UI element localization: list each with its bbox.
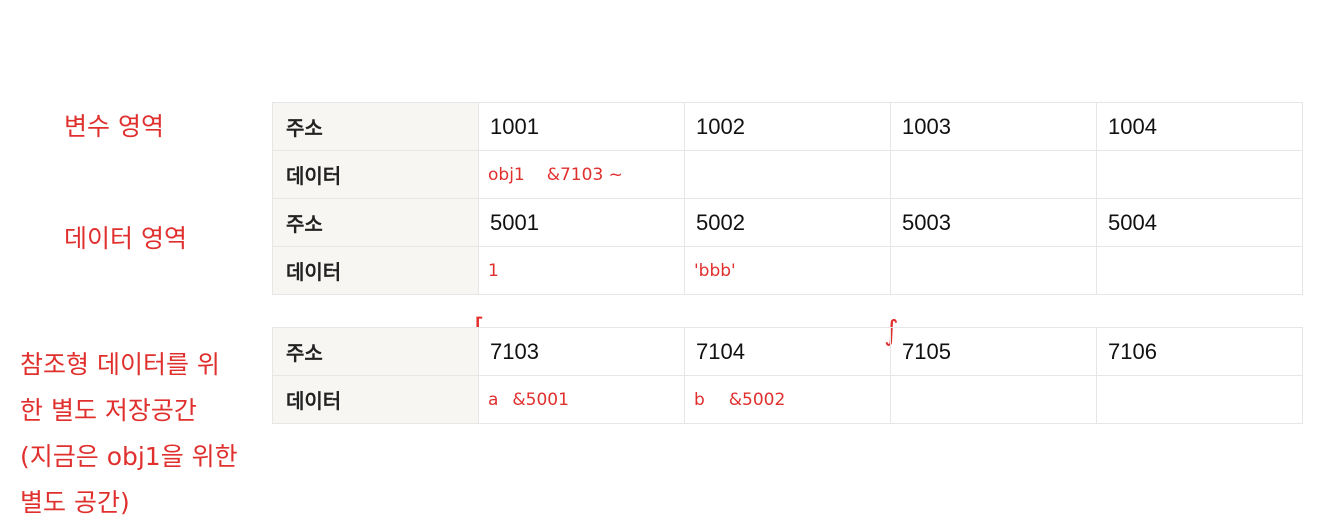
data-cell (1096, 150, 1303, 199)
reference-area-label: 참조형 데이터를 위 한 별도 저장공간 (지금은 obj1을 위한 별도 공간… (20, 342, 238, 526)
address-cell: 5003 (890, 198, 1097, 247)
variable-data-row: 데이터 obj1 &7103 ~ (272, 150, 1303, 199)
variable-address-row: 주소 1001 1002 1003 1004 (272, 102, 1303, 151)
data-cell (1096, 375, 1303, 424)
row-header-address: 주소 (272, 102, 479, 151)
data-cell (684, 150, 891, 199)
data-cell: a &5001 (478, 375, 685, 424)
data-cell (890, 375, 1097, 424)
variable-value: &7103 ~ (546, 164, 623, 185)
reference-area-label-line: 한 별도 저장공간 (20, 396, 197, 425)
address-cell: 1003 (890, 102, 1097, 151)
row-header-data: 데이터 (272, 246, 479, 295)
address-cell: 5002 (684, 198, 891, 247)
address-cell: 7104 (684, 327, 891, 376)
data-cell: b &5002 (684, 375, 891, 424)
variable-name: obj1 (488, 164, 525, 185)
data-value-row: 데이터 1 'bbb' (272, 246, 1303, 295)
reference-area-label-line: 별도 공간) (20, 488, 130, 517)
data-cell (890, 246, 1097, 295)
data-cell (1096, 246, 1303, 295)
data-cell: obj1 &7103 ~ (478, 150, 685, 199)
row-header-data: 데이터 (272, 150, 479, 199)
row-header-address: 주소 (272, 198, 479, 247)
address-cell: 1002 (684, 102, 891, 151)
reference-address-row: 주소 7103 7104 7105 7106 (272, 327, 1303, 376)
address-cell: 7103 (478, 327, 685, 376)
memory-table-main: 주소 1001 1002 1003 1004 데이터 obj1 &7103 ~ 주… (272, 102, 1303, 295)
data-cell: 1 (478, 246, 685, 295)
address-cell: 7105 (890, 327, 1097, 376)
data-cell: 'bbb' (684, 246, 891, 295)
reference-data-row: 데이터 a &5001 b &5002 (272, 375, 1303, 424)
property-value: &5001 (512, 389, 569, 410)
address-cell: 1004 (1096, 102, 1303, 151)
address-cell: 1001 (478, 102, 685, 151)
row-header-data: 데이터 (272, 375, 479, 424)
data-area-label: 데이터 영역 (64, 224, 187, 253)
row-header-address: 주소 (272, 327, 479, 376)
reference-area-label-line: (지금은 obj1을 위한 (20, 442, 238, 471)
reference-area-label-line: 참조형 데이터를 위 (20, 350, 220, 379)
address-cell: 5004 (1096, 198, 1303, 247)
property-name: a (488, 389, 499, 410)
property-name: b (694, 389, 705, 410)
data-address-row: 주소 5001 5002 5003 5004 (272, 198, 1303, 247)
data-cell (890, 150, 1097, 199)
variable-area-label: 변수 영역 (64, 112, 164, 141)
property-value: &5002 (728, 389, 786, 410)
memory-table-reference: 주소 7103 7104 7105 7106 데이터 a &5001 b &5002 (272, 327, 1303, 424)
address-cell: 5001 (478, 198, 685, 247)
address-cell: 7106 (1096, 327, 1303, 376)
